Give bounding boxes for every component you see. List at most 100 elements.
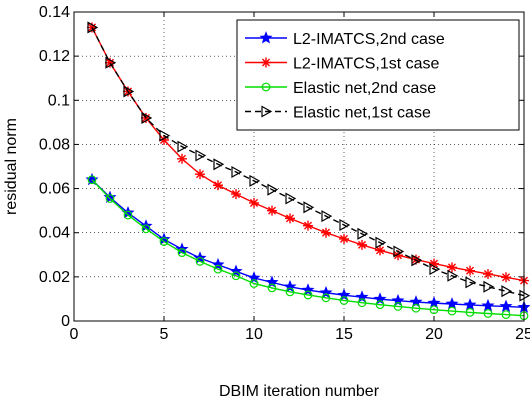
- data-point: [105, 57, 115, 68]
- legend-marker: [261, 82, 271, 92]
- x-axis-label: DBIM iteration number: [219, 383, 380, 400]
- data-point: [339, 296, 349, 305]
- data-point: [501, 310, 511, 319]
- data-point: [447, 262, 457, 273]
- legend-entry: L2-IMATCS,2nd case: [245, 31, 445, 48]
- data-point: [375, 245, 385, 256]
- data-point: [499, 299, 513, 312]
- data-point: [249, 174, 261, 187]
- data-point: [375, 236, 387, 249]
- x-tick-label: 10: [245, 326, 263, 343]
- data-point: [231, 271, 241, 281]
- data-point: [285, 192, 297, 205]
- data-point: [103, 190, 117, 203]
- y-tick-label: 0.06: [39, 181, 70, 198]
- y-tick-label: 0.14: [39, 4, 70, 21]
- data-point: [321, 210, 333, 223]
- data-point: [285, 213, 295, 224]
- series-layer: [85, 21, 530, 321]
- data-point: [195, 169, 205, 180]
- y-tick-label: 0.04: [39, 225, 70, 242]
- data-point: [265, 275, 279, 288]
- data-point: [465, 307, 475, 317]
- data-point: [105, 56, 117, 69]
- data-point: [159, 135, 169, 146]
- data-point: [339, 218, 351, 232]
- data-point: [159, 237, 169, 246]
- data-point: [267, 183, 279, 196]
- legend-marker: [259, 31, 273, 44]
- data-point: [159, 129, 171, 142]
- data-point: [211, 257, 225, 271]
- data-point: [373, 292, 387, 305]
- legend-box: [236, 19, 520, 131]
- data-point: [231, 165, 243, 179]
- y-tick-label: 0.08: [39, 136, 70, 153]
- data-point: [231, 189, 241, 200]
- data-point: [303, 220, 313, 231]
- data-point: [123, 210, 133, 220]
- data-point: [393, 302, 403, 311]
- data-point: [339, 233, 349, 244]
- data-point: [501, 285, 513, 298]
- data-point: [429, 263, 441, 276]
- data-point: [483, 280, 495, 293]
- data-point: [357, 298, 367, 308]
- data-point: [463, 298, 477, 311]
- data-point: [247, 271, 261, 284]
- legend-entry: Elastic net,1st case: [245, 105, 431, 122]
- data-point: [447, 306, 457, 316]
- data-point: [303, 201, 315, 214]
- data-point: [411, 254, 423, 267]
- data-point: [195, 149, 207, 162]
- x-tick-label: 20: [425, 326, 443, 343]
- data-point: [301, 283, 315, 296]
- axis-ticks: 0 5 10 15 20 25 0 0.02 0.04 0.06 0.08 0.1 0.12 0.14: [39, 4, 530, 343]
- legend-entry: L2-IMATCS,1st case: [245, 56, 440, 73]
- data-point: [321, 227, 331, 238]
- data-point: [319, 285, 333, 299]
- data-point: [303, 290, 313, 300]
- data-point: [177, 248, 187, 257]
- data-point: [337, 288, 351, 301]
- data-point: [447, 269, 459, 282]
- y-axis-label: residual norm: [3, 118, 20, 215]
- y-tick-label: 0.1: [48, 92, 70, 109]
- data-point: [465, 276, 477, 289]
- data-point: [267, 283, 277, 293]
- y-tick-label: 0.02: [39, 269, 70, 286]
- x-tick-label: 25: [515, 326, 530, 343]
- data-point: [355, 290, 369, 303]
- data-point: [195, 257, 205, 266]
- data-point: [267, 205, 277, 216]
- data-point: [393, 250, 403, 261]
- data-point: [249, 197, 259, 208]
- x-tick-label: 15: [335, 326, 353, 343]
- legend-label: L2-IMATCS,1st case: [293, 56, 440, 73]
- data-point: [123, 85, 135, 98]
- legend-entry: Elastic net,2nd case: [245, 80, 436, 97]
- y-tick-label: 0.12: [39, 48, 70, 65]
- data-point: [285, 287, 295, 297]
- legend-label: Elastic net,2nd case: [293, 80, 436, 97]
- data-point: [213, 180, 223, 191]
- data-point: [375, 300, 385, 310]
- legend: L2-IMATCS,2nd case L2-IMATCS,1st case Elas…: [236, 19, 520, 131]
- data-point: [87, 175, 97, 185]
- data-point: [411, 303, 421, 313]
- data-point: [283, 279, 297, 293]
- data-point: [213, 264, 223, 274]
- data-point: [141, 111, 153, 124]
- data-point: [429, 258, 439, 269]
- legend-marker: [261, 57, 271, 68]
- legend-marker: [261, 105, 273, 118]
- data-point: [483, 268, 493, 279]
- data-point: [141, 224, 151, 234]
- series-line: [91, 27, 525, 297]
- data-point: [177, 153, 187, 164]
- data-point: [501, 272, 511, 283]
- x-tick-label: 0: [70, 326, 79, 343]
- data-point: [213, 158, 225, 171]
- data-point: [445, 297, 459, 310]
